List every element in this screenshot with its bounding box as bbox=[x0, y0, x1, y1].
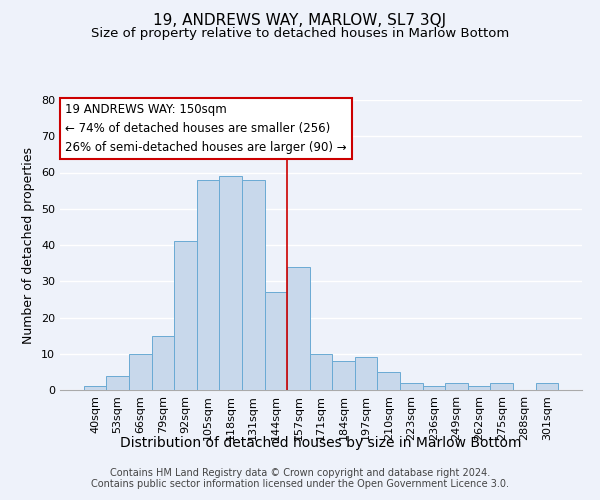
Bar bbox=[445, 383, 468, 390]
Y-axis label: Number of detached properties: Number of detached properties bbox=[22, 146, 35, 344]
Bar bbox=[174, 242, 197, 390]
Text: Distribution of detached houses by size in Marlow Bottom: Distribution of detached houses by size … bbox=[120, 436, 522, 450]
Bar bbox=[287, 267, 310, 390]
Bar bbox=[490, 383, 513, 390]
Bar bbox=[152, 336, 174, 390]
Text: 19 ANDREWS WAY: 150sqm
← 74% of detached houses are smaller (256)
26% of semi-de: 19 ANDREWS WAY: 150sqm ← 74% of detached… bbox=[65, 103, 347, 154]
Bar bbox=[265, 292, 287, 390]
Bar bbox=[468, 386, 490, 390]
Text: Size of property relative to detached houses in Marlow Bottom: Size of property relative to detached ho… bbox=[91, 28, 509, 40]
Bar bbox=[310, 354, 332, 390]
Text: Contains HM Land Registry data © Crown copyright and database right 2024.: Contains HM Land Registry data © Crown c… bbox=[110, 468, 490, 477]
Bar bbox=[422, 386, 445, 390]
Text: Contains public sector information licensed under the Open Government Licence 3.: Contains public sector information licen… bbox=[91, 479, 509, 489]
Bar bbox=[332, 361, 355, 390]
Bar bbox=[129, 354, 152, 390]
Text: 19, ANDREWS WAY, MARLOW, SL7 3QJ: 19, ANDREWS WAY, MARLOW, SL7 3QJ bbox=[154, 12, 446, 28]
Bar bbox=[400, 383, 422, 390]
Bar bbox=[355, 358, 377, 390]
Bar bbox=[84, 386, 106, 390]
Bar bbox=[197, 180, 220, 390]
Bar bbox=[242, 180, 265, 390]
Bar bbox=[536, 383, 558, 390]
Bar bbox=[220, 176, 242, 390]
Bar bbox=[106, 376, 129, 390]
Bar bbox=[377, 372, 400, 390]
